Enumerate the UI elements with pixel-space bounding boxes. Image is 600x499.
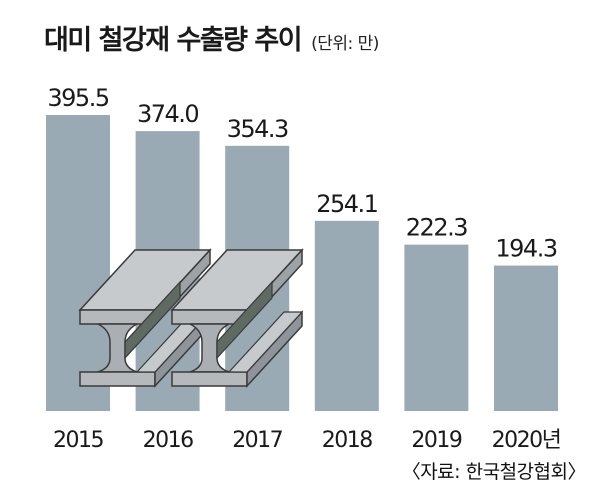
value-label-2019: 222.3 (406, 214, 467, 242)
category-label-2020년: 2020년 (492, 428, 561, 453)
value-label-2018: 254.1 (316, 190, 377, 218)
bar-2020년 (494, 265, 558, 411)
category-label-2018: 2018 (322, 428, 372, 453)
title-row: 대미 철강재 수출량 추이 (단위: 만) (44, 18, 379, 57)
bar-2018 (314, 220, 379, 411)
source-note: 〈자료: 한국철강협회〉 (401, 461, 587, 483)
unit-label: (단위: 만) (311, 34, 379, 54)
category-label-2015: 2015 (53, 428, 103, 453)
category-labels-group: 2015 2016 2017 2018 2019 2020년 (53, 428, 562, 453)
value-label-2017: 354.3 (227, 115, 288, 143)
chart-title: 대미 철강재 수출량 추이 (44, 25, 303, 56)
steel-beams-illustration (78, 248, 304, 388)
value-label-2020년: 194.3 (495, 235, 556, 263)
category-label-2017: 2017 (232, 428, 282, 453)
bar-2015 (46, 115, 110, 411)
value-labels-group: 395.5 374.0 354.3 254.1 222.3 194.3 (47, 84, 558, 263)
bar-2019 (404, 244, 469, 411)
category-label-2016: 2016 (143, 428, 193, 453)
category-label-2019: 2019 (411, 428, 461, 453)
value-label-2016: 374.0 (137, 100, 198, 128)
value-label-2015: 395.5 (47, 84, 108, 112)
steel-beam-icon-2 (170, 248, 304, 388)
